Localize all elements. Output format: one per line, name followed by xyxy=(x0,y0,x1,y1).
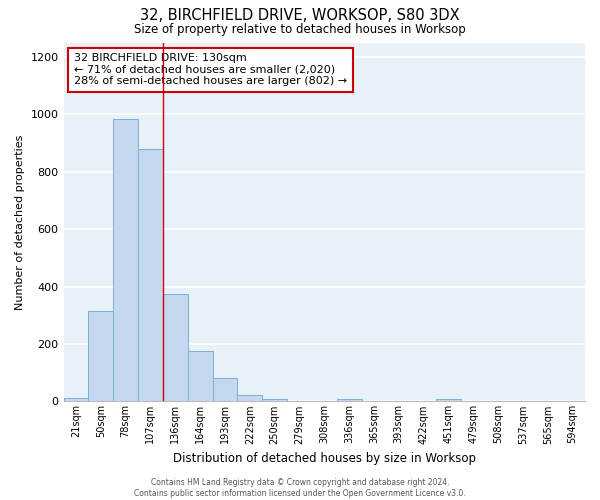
Bar xyxy=(262,398,287,402)
Bar xyxy=(238,395,262,402)
Text: Size of property relative to detached houses in Worksop: Size of property relative to detached ho… xyxy=(134,22,466,36)
X-axis label: Distribution of detached houses by size in Worksop: Distribution of detached houses by size … xyxy=(173,452,476,465)
Text: 32 BIRCHFIELD DRIVE: 130sqm
← 71% of detached houses are smaller (2,020)
28% of : 32 BIRCHFIELD DRIVE: 130sqm ← 71% of det… xyxy=(74,54,347,86)
Bar xyxy=(113,118,138,402)
Bar xyxy=(436,398,461,402)
Bar xyxy=(212,378,238,402)
Text: 32, BIRCHFIELD DRIVE, WORKSOP, S80 3DX: 32, BIRCHFIELD DRIVE, WORKSOP, S80 3DX xyxy=(140,8,460,22)
Bar xyxy=(337,398,362,402)
Y-axis label: Number of detached properties: Number of detached properties xyxy=(15,134,25,310)
Bar xyxy=(138,148,163,402)
Bar xyxy=(88,311,113,402)
Bar xyxy=(188,351,212,402)
Bar xyxy=(64,398,88,402)
Bar xyxy=(163,294,188,402)
Text: Contains HM Land Registry data © Crown copyright and database right 2024.
Contai: Contains HM Land Registry data © Crown c… xyxy=(134,478,466,498)
